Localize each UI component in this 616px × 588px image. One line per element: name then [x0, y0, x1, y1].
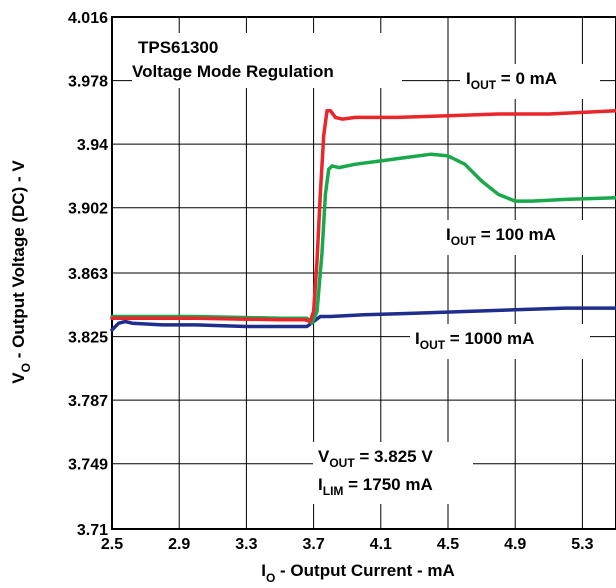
y-tick-label: 3.749	[68, 457, 108, 474]
iout-0-label: IOUT = 0 mA	[466, 69, 557, 92]
y-axis-title: VO - Output Voltage (DC) - V	[9, 160, 33, 384]
y-tick-label: 3.94	[77, 137, 108, 154]
iout-1000-label: IOUT = 1000 mA	[415, 329, 534, 352]
iout0-label-bg	[460, 64, 600, 99]
chart-subtitle: Voltage Mode Regulation	[132, 62, 334, 81]
y-tick-label: 3.863	[68, 266, 108, 283]
x-tick-label: 3.7	[302, 536, 324, 553]
x-tick-label: 4.5	[437, 536, 459, 553]
chart-title: TPS61300	[138, 38, 218, 57]
y-tick-labels: 3.71 3.749 3.787 3.825 3.863 3.902 3.94 3.978 4.…	[68, 10, 108, 539]
x-tick-labels: 2.5 2.9 3.3 3.7 4.1 4.5 4.9 5.3	[101, 536, 594, 553]
title-bg	[132, 33, 402, 88]
series-layer	[110, 108, 616, 332]
y-tick-label: 3.825	[68, 330, 108, 347]
x-tick-label: 4.9	[504, 536, 526, 553]
x-axis-title: IO - Output Current - mA	[261, 561, 455, 585]
y-tick-label: 4.016	[68, 10, 108, 27]
series-line-iout-0-ma	[110, 108, 616, 324]
x-tick-label: 2.9	[168, 536, 190, 553]
x-tick-label: 4.1	[370, 536, 392, 553]
ilim-label: ILIM = 1750 mA	[318, 475, 433, 498]
x-tick-label: 2.5	[101, 536, 123, 553]
iout1000-label-bg	[410, 324, 590, 359]
plot-frame	[111, 16, 616, 530]
iout100-label-bg	[440, 220, 595, 255]
y-tick-label: 3.978	[68, 74, 108, 91]
conditions-bg	[313, 442, 473, 504]
x-tick-label: 5.3	[571, 536, 593, 553]
y-tick-label: 3.902	[68, 201, 108, 218]
y-tick-label: 3.787	[68, 393, 108, 410]
vout-label: VOUT = 3.825 V	[318, 447, 433, 470]
x-tick-label: 3.3	[235, 536, 257, 553]
iout-100-label: IOUT = 100 mA	[446, 225, 556, 248]
y-tick-label: 3.71	[77, 522, 108, 539]
